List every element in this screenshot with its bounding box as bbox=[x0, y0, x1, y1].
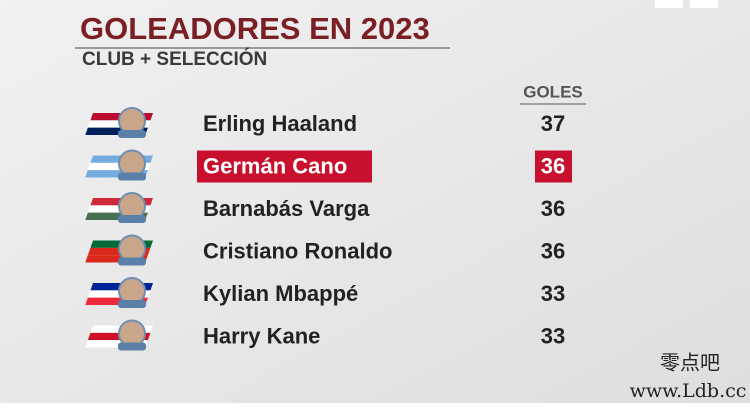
highlight bbox=[197, 150, 372, 183]
column-header: GOLES bbox=[523, 82, 583, 101]
goals: 33 bbox=[541, 323, 565, 348]
corner-mark bbox=[655, 0, 683, 8]
corner-mark bbox=[690, 0, 718, 8]
player-shirt bbox=[118, 215, 146, 223]
watermark: www.Ldb.cc bbox=[630, 380, 747, 402]
player-shirt bbox=[118, 300, 146, 308]
goals: 36 bbox=[541, 196, 565, 221]
player-name: Kylian Mbappé bbox=[203, 281, 358, 306]
rows: Erling Haaland 37 Germán Cano 36 Barnabás Va… bbox=[85, 107, 572, 351]
watermark: 零点吧 bbox=[660, 351, 720, 375]
player-shirt bbox=[118, 257, 146, 266]
player-name: Germán Cano bbox=[203, 153, 347, 178]
player-shirt bbox=[118, 342, 146, 351]
player-shirt bbox=[118, 130, 146, 138]
player-name: Harry Kane bbox=[203, 323, 320, 348]
player-name: Cristiano Ronaldo bbox=[203, 238, 392, 263]
title: GOLEADORES EN 2023 bbox=[80, 11, 430, 46]
highlight bbox=[535, 150, 572, 183]
goals: 33 bbox=[541, 281, 565, 306]
player-shirt bbox=[118, 172, 146, 181]
subtitle: CLUB + SELECCIÓN bbox=[82, 48, 267, 70]
goals: 37 bbox=[541, 111, 565, 136]
player-name: Erling Haaland bbox=[203, 111, 357, 136]
player-name: Barnabás Varga bbox=[203, 196, 370, 221]
goals: 36 bbox=[541, 238, 565, 263]
goals: 36 bbox=[541, 153, 565, 178]
